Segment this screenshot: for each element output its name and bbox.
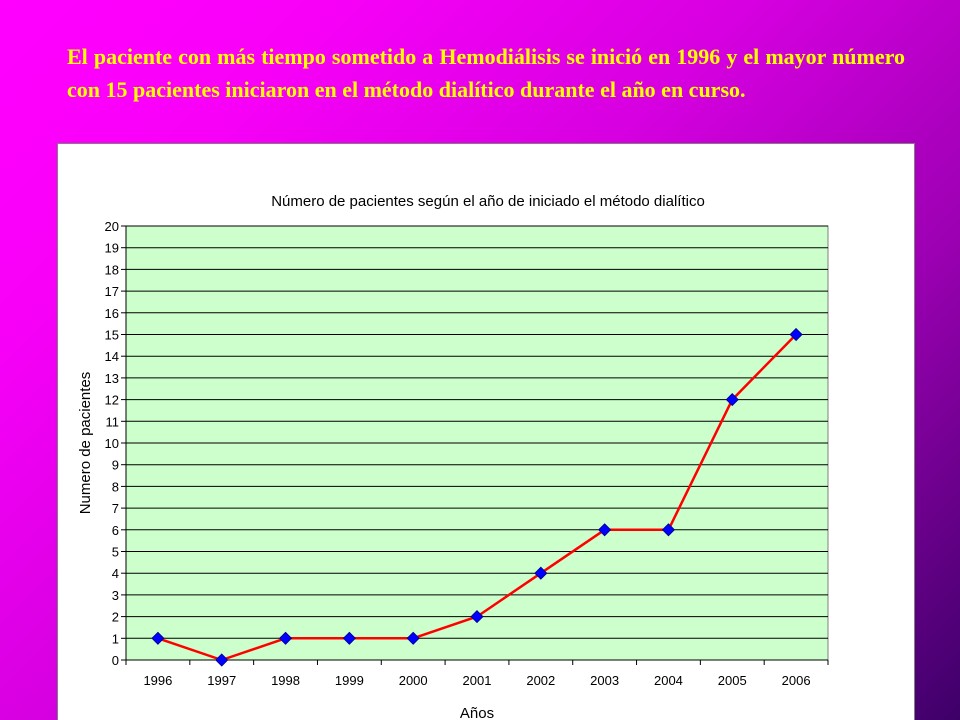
data-point-1999 (342, 631, 356, 645)
y-tick-label: 11 (106, 414, 120, 429)
y-tick-label: 8 (112, 479, 119, 494)
data-point-2004 (661, 523, 676, 537)
series-patients (151, 327, 803, 667)
chart-container: Número de pacientes según el año de inic… (57, 143, 915, 720)
data-point-2006 (789, 327, 803, 342)
x-axis-label: Años (460, 705, 494, 720)
data-point-1996 (151, 631, 165, 645)
y-tick-label: 5 (112, 545, 119, 560)
y-tick-label: 7 (112, 501, 119, 516)
y-tick-label: 3 (112, 588, 119, 603)
y-tick-label: 2 (112, 610, 119, 625)
x-tick-label: 2006 (782, 673, 811, 688)
y-tick-label: 1 (112, 631, 119, 646)
slide-description: El paciente con más tiempo sometido a He… (67, 44, 905, 102)
y-tick-label: 18 (105, 262, 119, 277)
y-tick-label: 16 (105, 306, 119, 321)
y-tick-label: 17 (105, 284, 119, 299)
y-tick-label: 12 (105, 393, 119, 408)
x-tick-label: 2004 (654, 673, 683, 688)
x-axis-ticks: 1996 1997 1998 1999 2000 2001 2002 2003 2004 2005… (125, 660, 829, 688)
y-axis-label: Numero de pacientes (77, 372, 94, 515)
y-tick-label: 6 (112, 523, 119, 538)
x-tick-label: 1999 (335, 673, 364, 688)
y-tick-label: 14 (105, 349, 119, 364)
y-tick-label: 15 (105, 328, 119, 343)
line-chart: Número de pacientes según el año de inic… (77, 193, 829, 720)
x-tick-label: 1996 (143, 673, 172, 688)
x-tick-label: 1997 (207, 673, 236, 688)
data-point-1998 (278, 631, 293, 645)
y-tick-label: 10 (105, 436, 119, 451)
y-tick-label: 20 (105, 219, 119, 234)
y-tick-label: 0 (112, 653, 119, 668)
data-point-2003 (598, 523, 612, 537)
data-point-2001 (470, 610, 484, 624)
x-tick-label: 1998 (271, 673, 300, 688)
y-tick-label: 19 (105, 241, 119, 256)
y-tick-label: 9 (112, 458, 119, 473)
x-tick-label: 2000 (399, 673, 428, 688)
y-tick-label: 13 (105, 371, 119, 386)
y-tick-label: 4 (112, 566, 119, 581)
x-tick-label: 2001 (463, 673, 492, 688)
data-point-1997 (215, 653, 229, 667)
x-tick-label: 2005 (718, 673, 747, 688)
data-point-2005 (725, 393, 739, 407)
data-point-2000 (406, 631, 420, 645)
x-tick-label: 2003 (590, 673, 619, 688)
chart-title: Número de pacientes según el año de inic… (271, 193, 705, 210)
gridlines (126, 225, 828, 639)
data-point-2002 (534, 566, 548, 580)
x-tick-label: 2002 (526, 673, 555, 688)
